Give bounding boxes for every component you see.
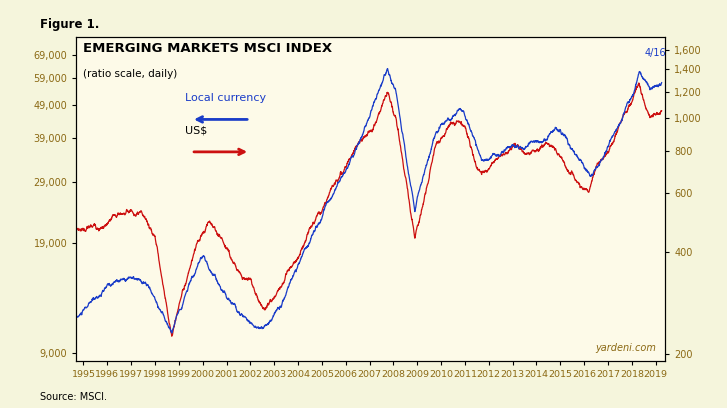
Text: (ratio scale, daily): (ratio scale, daily): [84, 69, 177, 79]
Text: Figure 1.: Figure 1.: [40, 18, 100, 31]
Text: Local currency: Local currency: [185, 93, 266, 103]
Text: 4/16: 4/16: [645, 48, 666, 58]
Text: Source: MSCI.: Source: MSCI.: [40, 392, 107, 402]
Text: US$: US$: [185, 126, 207, 135]
Text: EMERGING MARKETS MSCI INDEX: EMERGING MARKETS MSCI INDEX: [84, 42, 332, 55]
Text: yardeni.com: yardeni.com: [595, 343, 656, 353]
